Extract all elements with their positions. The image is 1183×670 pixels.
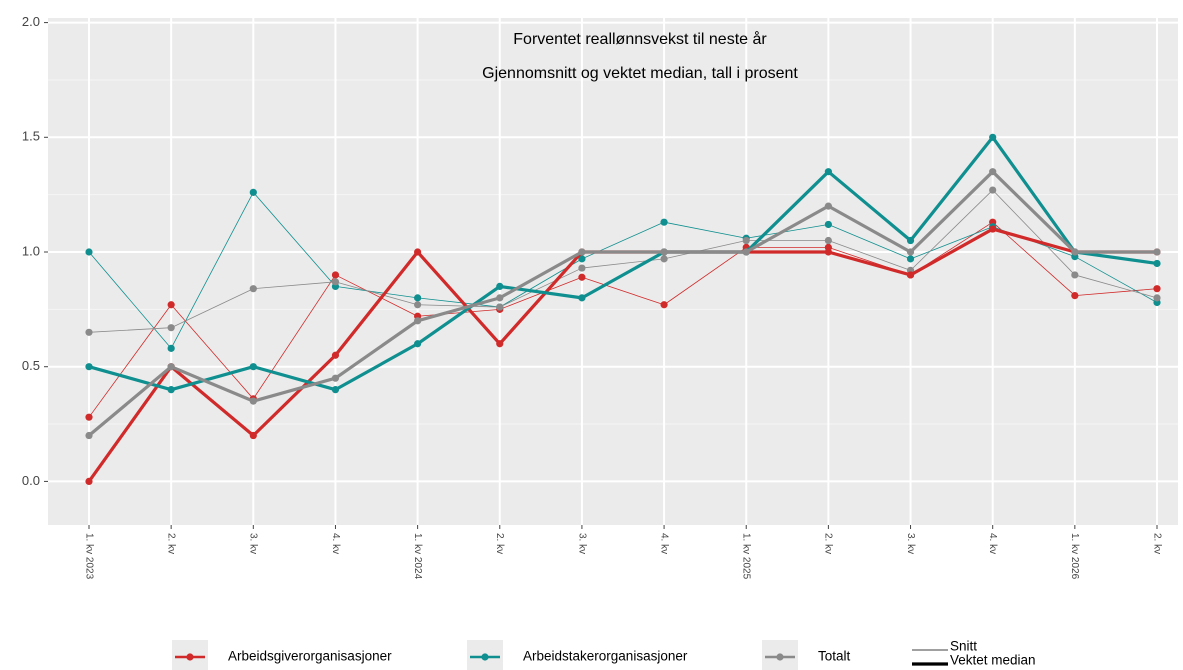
point [1071,248,1079,256]
point [167,324,175,332]
y-tick-label: 0.5 [22,358,40,373]
point [989,133,997,141]
y-tick-label: 2.0 [22,14,40,29]
point [496,303,504,311]
x-tick-label: 4. kv [330,533,341,554]
legend-point [481,653,489,661]
legend-label: Arbeidstakerorganisasjoner [523,649,688,664]
point [331,351,340,359]
point [331,278,340,286]
x-tick-label: 1. kv 2025 [741,533,752,580]
point [167,301,175,309]
point [578,273,586,281]
series-line [88,189,1158,333]
chart-subtitle: Gjennomsnitt og vektet median, tall i pr… [482,65,798,82]
point [496,294,504,302]
x-tick-label: 2. kv [1151,533,1162,554]
x-tick-label: 2. kv [494,533,505,554]
point [414,294,422,302]
point [1153,285,1161,293]
point [249,397,257,405]
point [660,255,668,263]
legend-label: Totalt [818,649,851,664]
point [824,168,832,176]
point [331,386,340,394]
legend-label: Snitt [950,639,977,654]
point [85,328,93,336]
point [824,236,832,245]
point [414,301,422,309]
series-line [88,221,1158,418]
point [824,202,832,210]
point [824,220,832,229]
point [578,248,586,256]
point [989,186,997,194]
point [496,340,504,348]
point [85,413,93,421]
legend-label: Vektet median [950,653,1036,668]
point [167,386,175,394]
y-tick-label: 0.0 [22,473,40,488]
point [660,248,668,256]
x-tick-label: 4. kv [987,533,998,554]
point [1153,248,1161,256]
point [1153,259,1161,268]
point [578,264,586,272]
point [742,248,750,256]
point [824,248,832,256]
y-tick-label: 1.0 [22,243,40,258]
point [167,344,175,352]
point [906,236,915,245]
legend-label: Arbeidsgiverorganisasjoner [228,649,392,664]
point [249,431,257,440]
chart-title: Forventet reallønnsvekst til neste år [513,30,767,48]
point [989,225,997,233]
legend-point [776,653,784,661]
series-line [88,191,1158,349]
point [85,363,93,371]
point [331,374,340,382]
point [742,236,750,245]
point [414,340,422,348]
x-tick-label: 1. kv 2024 [412,533,423,580]
x-tick-label: 2. kv [166,533,177,554]
x-tick-label: 4. kv [658,533,669,554]
point [1071,291,1079,300]
point [578,255,586,263]
point [660,218,668,226]
x-tick-label: 1. kv 2026 [1069,533,1080,580]
series-line [88,135,1158,392]
point [496,282,504,291]
point [331,271,340,279]
legend-point [186,653,194,661]
point [85,248,93,256]
panel [48,18,1178,525]
point [414,248,422,256]
x-tick-label: 1. kv 2023 [83,533,94,580]
y-tick-label: 1.5 [22,129,40,144]
point [85,477,93,486]
point [906,255,915,263]
series-line [87,170,1157,437]
x-tick-label: 3. kv [905,533,916,554]
point [906,271,915,279]
point [1153,294,1161,302]
x-tick-label: 3. kv [248,533,259,554]
point [167,363,175,371]
point [414,317,422,325]
point [989,168,997,176]
point [249,285,257,293]
point [578,294,586,302]
point [249,188,257,196]
point [249,363,257,371]
point [906,248,915,256]
point [660,301,668,309]
point [1071,271,1079,279]
x-tick-label: 2. kv [823,533,834,554]
point [85,431,93,440]
x-tick-label: 3. kv [576,533,587,554]
